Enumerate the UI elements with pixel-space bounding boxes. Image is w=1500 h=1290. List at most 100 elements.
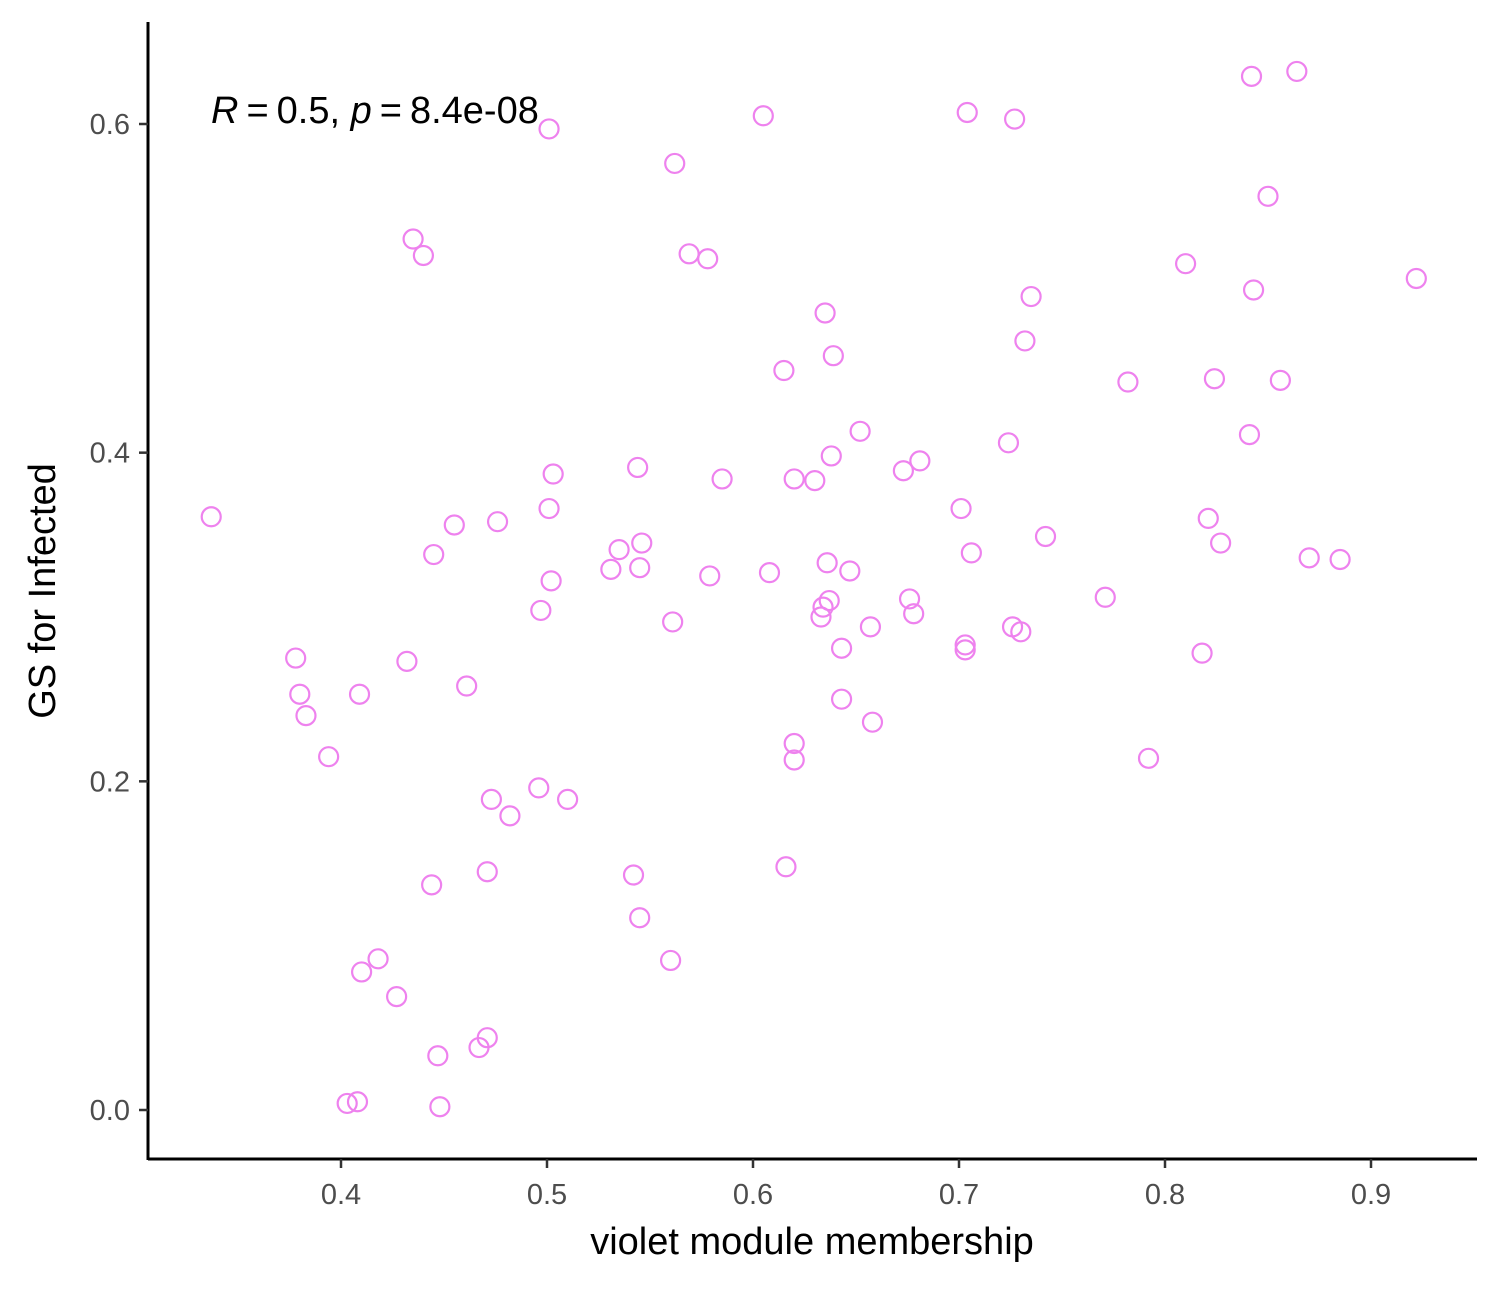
data-point bbox=[1137, 747, 1160, 769]
data-point bbox=[960, 542, 982, 564]
data-point bbox=[659, 949, 682, 972]
data-point bbox=[538, 118, 560, 140]
data-point bbox=[1240, 65, 1263, 87]
data-point bbox=[1269, 369, 1291, 391]
data-point bbox=[1191, 642, 1213, 664]
data-point bbox=[711, 468, 733, 490]
data-point bbox=[631, 532, 653, 554]
data-point bbox=[1203, 368, 1226, 390]
data-point bbox=[348, 683, 371, 705]
data-point bbox=[346, 1091, 369, 1113]
data-point bbox=[1020, 285, 1042, 308]
data-point bbox=[783, 732, 805, 755]
data-point bbox=[818, 589, 840, 612]
data-point bbox=[542, 463, 564, 485]
data-point bbox=[351, 961, 373, 983]
data-point bbox=[1286, 60, 1308, 83]
data-point bbox=[1174, 253, 1197, 275]
data-point bbox=[200, 506, 222, 528]
data-point bbox=[1004, 108, 1026, 130]
data-point bbox=[1257, 185, 1279, 207]
data-point bbox=[699, 565, 721, 587]
data-point bbox=[830, 688, 853, 710]
data-point bbox=[678, 243, 700, 265]
data-point bbox=[1094, 586, 1116, 608]
data-point bbox=[954, 639, 976, 661]
data-point bbox=[1298, 547, 1320, 569]
data-point bbox=[812, 596, 834, 618]
data-point bbox=[775, 856, 797, 878]
data-point bbox=[600, 558, 622, 580]
data-point bbox=[859, 616, 882, 638]
data-point bbox=[758, 562, 781, 584]
y-tick-label: 0.0 bbox=[90, 1095, 130, 1127]
x-tick-label: 0.6 bbox=[733, 1179, 773, 1211]
data-point bbox=[697, 248, 719, 270]
data-point bbox=[386, 986, 408, 1008]
data-point bbox=[954, 634, 976, 656]
data-point bbox=[530, 599, 552, 622]
data-point bbox=[627, 456, 649, 479]
y-axis-ticks: 0.0 0.2 0.4 0.6 bbox=[90, 109, 148, 1127]
p-value: 8.4e-08 bbox=[410, 90, 539, 132]
y-tick-label: 0.6 bbox=[90, 109, 130, 141]
r-label: R bbox=[211, 90, 238, 132]
data-point bbox=[289, 683, 311, 705]
x-tick-label: 0.8 bbox=[1145, 1179, 1185, 1211]
data-point bbox=[956, 101, 978, 124]
x-tick-label: 0.5 bbox=[527, 1179, 567, 1211]
data-point bbox=[423, 543, 445, 566]
data-point bbox=[1034, 525, 1057, 548]
x-tick-label: 0.9 bbox=[1351, 1179, 1391, 1211]
r-value: 0.5 bbox=[277, 90, 330, 132]
data-point bbox=[892, 460, 914, 482]
data-point bbox=[540, 570, 562, 592]
data-point bbox=[830, 637, 853, 659]
data-point bbox=[412, 244, 434, 267]
data-point bbox=[804, 470, 826, 492]
data-point bbox=[662, 611, 684, 633]
data-point bbox=[1010, 621, 1032, 643]
data-point bbox=[396, 650, 418, 672]
data-point bbox=[783, 468, 805, 490]
data-point bbox=[556, 788, 579, 811]
data-point bbox=[950, 497, 972, 520]
data-point bbox=[1117, 371, 1139, 393]
data-point bbox=[295, 704, 317, 727]
data-point bbox=[1197, 507, 1219, 530]
data-point bbox=[1405, 267, 1427, 290]
data-point bbox=[318, 746, 340, 768]
data-point bbox=[427, 1045, 449, 1067]
x-tick-label: 0.4 bbox=[321, 1179, 361, 1211]
data-point bbox=[402, 228, 424, 250]
correlation-annotation: R = 0.5, p = 8.4e-08 bbox=[211, 90, 539, 132]
data-point bbox=[480, 788, 502, 811]
x-tick-label: 0.7 bbox=[939, 1179, 979, 1211]
data-point bbox=[909, 450, 931, 472]
data-point bbox=[822, 345, 844, 367]
y-axis-title: GS for Infected bbox=[22, 463, 64, 719]
data-point bbox=[903, 603, 925, 625]
y-tick-label: 0.2 bbox=[90, 766, 130, 798]
x-axis-title: violet module membership bbox=[590, 1221, 1034, 1263]
data-point bbox=[752, 105, 774, 127]
points-layer bbox=[200, 60, 1427, 1118]
data-point bbox=[476, 1027, 498, 1049]
data-point bbox=[367, 948, 389, 970]
data-point bbox=[1210, 532, 1232, 554]
data-point bbox=[336, 1092, 358, 1115]
data-point bbox=[456, 675, 478, 697]
data-point bbox=[664, 152, 686, 175]
data-point bbox=[773, 359, 795, 382]
data-point bbox=[486, 511, 509, 533]
data-point bbox=[898, 588, 921, 610]
data-point bbox=[1242, 279, 1265, 301]
data-point bbox=[814, 302, 836, 324]
data-point bbox=[839, 560, 861, 582]
data-point bbox=[285, 647, 307, 669]
data-point bbox=[816, 552, 838, 574]
data-point bbox=[820, 445, 842, 467]
data-point bbox=[849, 420, 871, 442]
y-tick-label: 0.4 bbox=[90, 438, 130, 470]
